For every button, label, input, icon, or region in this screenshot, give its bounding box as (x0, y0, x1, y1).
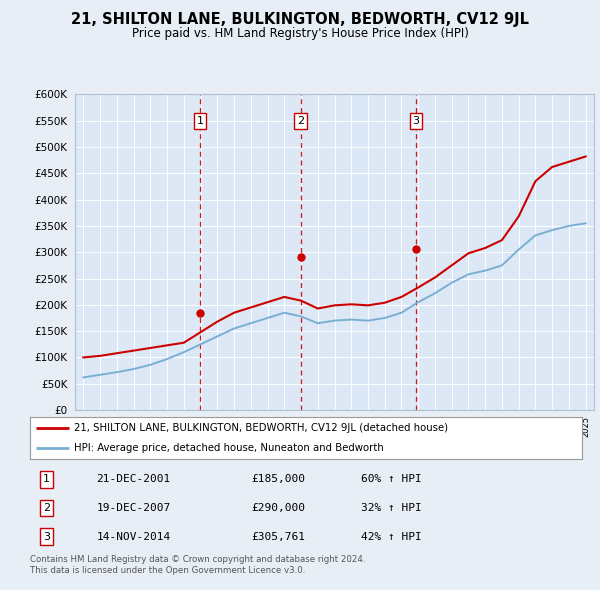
Text: 21-DEC-2001: 21-DEC-2001 (96, 474, 170, 484)
Text: 3: 3 (43, 532, 50, 542)
Text: 1: 1 (197, 116, 203, 126)
Text: HPI: Average price, detached house, Nuneaton and Bedworth: HPI: Average price, detached house, Nune… (74, 442, 384, 453)
Text: 19-DEC-2007: 19-DEC-2007 (96, 503, 170, 513)
Text: 14-NOV-2014: 14-NOV-2014 (96, 532, 170, 542)
Text: 32% ↑ HPI: 32% ↑ HPI (361, 503, 422, 513)
Text: 42% ↑ HPI: 42% ↑ HPI (361, 532, 422, 542)
Text: 3: 3 (413, 116, 419, 126)
Text: 2: 2 (43, 503, 50, 513)
Text: This data is licensed under the Open Government Licence v3.0.: This data is licensed under the Open Gov… (30, 566, 305, 575)
Text: Price paid vs. HM Land Registry's House Price Index (HPI): Price paid vs. HM Land Registry's House … (131, 27, 469, 40)
Text: £290,000: £290,000 (251, 503, 305, 513)
Text: 21, SHILTON LANE, BULKINGTON, BEDWORTH, CV12 9JL (detached house): 21, SHILTON LANE, BULKINGTON, BEDWORTH, … (74, 423, 448, 433)
Text: 1: 1 (43, 474, 50, 484)
Text: £185,000: £185,000 (251, 474, 305, 484)
Text: £305,761: £305,761 (251, 532, 305, 542)
Text: Contains HM Land Registry data © Crown copyright and database right 2024.: Contains HM Land Registry data © Crown c… (30, 555, 365, 563)
Text: 60% ↑ HPI: 60% ↑ HPI (361, 474, 422, 484)
Text: 2: 2 (297, 116, 304, 126)
Text: 21, SHILTON LANE, BULKINGTON, BEDWORTH, CV12 9JL: 21, SHILTON LANE, BULKINGTON, BEDWORTH, … (71, 12, 529, 27)
